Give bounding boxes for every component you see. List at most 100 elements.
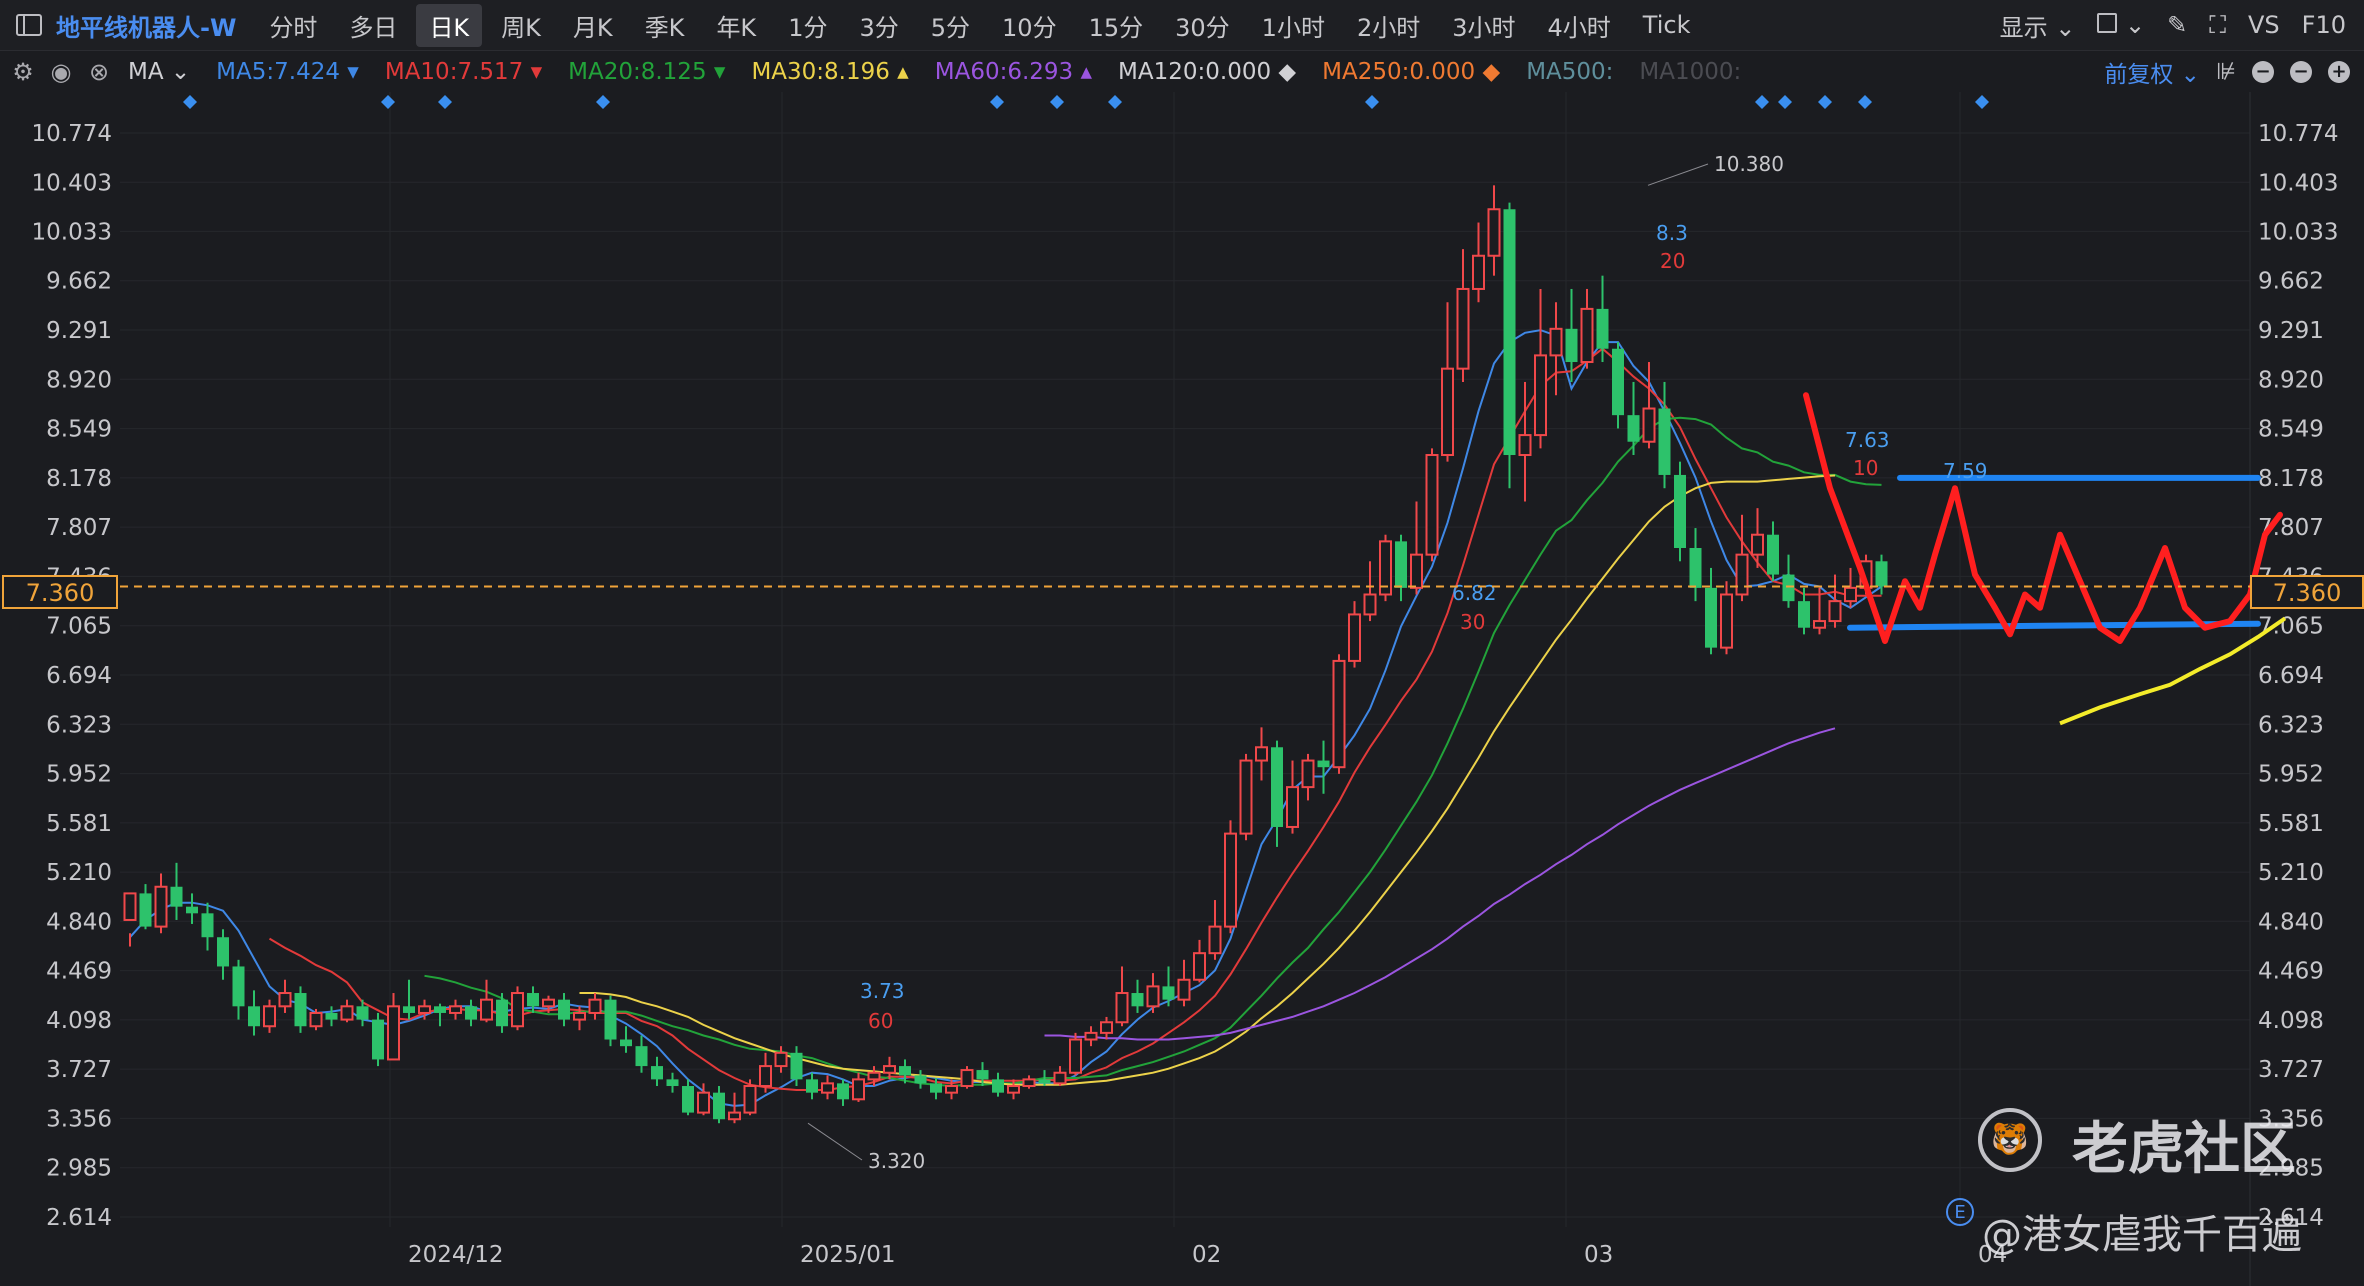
candle-body-87 xyxy=(1472,254,1485,290)
period-tab-9[interactable]: 5分 xyxy=(930,13,971,42)
fullscreen-icon[interactable]: ⛶ xyxy=(2209,11,2226,39)
period-tab-7[interactable]: 1分 xyxy=(788,13,828,42)
candle-body-22 xyxy=(465,1006,477,1020)
checkbox-icon xyxy=(2097,13,2118,33)
close-circle-icon[interactable]: ⊗ xyxy=(88,58,110,86)
period-tab-14[interactable]: 2小时 xyxy=(1356,13,1421,42)
period-tab-15[interactable]: 3小时 xyxy=(1452,13,1516,42)
candle-body-18 xyxy=(403,1006,415,1013)
event-marker-7 xyxy=(1365,95,1379,109)
candle-body-33 xyxy=(635,1046,648,1067)
candle-body-36 xyxy=(682,1086,694,1113)
y-tick-right-7: 8.178 xyxy=(2258,466,2324,492)
tiger-logo-icon: 🐯 xyxy=(1978,1108,2042,1172)
candle-body-40 xyxy=(743,1085,757,1114)
ma-extension-drawing xyxy=(2059,616,2287,726)
last-price-tag-left: 7.360 xyxy=(2,575,118,609)
period-tab-5[interactable]: 季K xyxy=(644,13,685,42)
candle-body-0 xyxy=(123,892,137,921)
ma-item-5[interactable]: MA120:0.000 ◆ xyxy=(1118,59,1297,85)
x-axis: 2024/12 2025/01 02 03 04 xyxy=(408,1242,2007,1268)
kline-chart[interactable]: 10.774 10.403 10.033 9.662 9.291 8.920 8.549 8.… xyxy=(0,92,2364,1286)
indicator-selector[interactable]: MA ⌄ xyxy=(128,59,191,85)
candle-body-65 xyxy=(1131,993,1144,1007)
ma-item-3[interactable]: MA30:8.196 ▴ xyxy=(751,59,909,85)
event-marker-0 xyxy=(183,95,197,109)
annotation-3: 60 xyxy=(868,1009,893,1033)
vs-button[interactable]: VS xyxy=(2248,11,2280,39)
candle-body-107 xyxy=(1782,574,1795,602)
ma-item-1[interactable]: MA10:7.517 ▾ xyxy=(384,59,543,85)
display-menu[interactable]: 显示 ⌄ xyxy=(1999,13,2076,42)
wave-drawing xyxy=(1803,392,2283,644)
y-tick-right-1: 10.403 xyxy=(2258,170,2338,196)
ma-item-6[interactable]: MA250:0.000 ◆ xyxy=(1322,59,1501,85)
y-tick-right-13: 5.952 xyxy=(2258,762,2324,788)
candle-body-93 xyxy=(1565,328,1578,363)
candle-body-55 xyxy=(976,1070,989,1080)
annotation-2: 3.73 xyxy=(860,979,905,1003)
candle-body-78 xyxy=(1332,659,1346,769)
y-tick-right-19: 3.727 xyxy=(2258,1057,2324,1083)
candle-body-92 xyxy=(1549,327,1563,357)
candle-body-24 xyxy=(496,999,508,1027)
period-tab-16[interactable]: 4小时 xyxy=(1547,13,1611,42)
ma-item-2[interactable]: MA20:8.125 ▾ xyxy=(568,59,726,85)
annotation-5: 20 xyxy=(1660,249,1685,273)
gear-icon[interactable]: ⚙ xyxy=(12,58,34,86)
candle-body-57 xyxy=(1007,1085,1020,1094)
watermark-brand: 老虎社区 xyxy=(2072,1117,2296,1182)
adjust-select[interactable]: 前复权 ⌄ xyxy=(2104,62,2200,88)
candle-body-108 xyxy=(1798,601,1810,628)
y-tick-right-0: 10.774 xyxy=(2258,121,2338,147)
period-tab-1[interactable]: 多日 xyxy=(349,13,398,42)
y-tick-left-8: 7.807 xyxy=(46,515,112,541)
sidebar-toggle-icon[interactable] xyxy=(16,14,42,36)
candle-body-27 xyxy=(542,998,555,1008)
y-tick-left-18: 4.098 xyxy=(46,1008,112,1034)
display-label: 显示 xyxy=(1999,13,2048,42)
candle-body-17 xyxy=(387,1005,400,1061)
plus-circle-icon[interactable]: + xyxy=(2328,61,2350,83)
period-tab-12[interactable]: 30分 xyxy=(1175,13,1230,42)
y-tick-left-15: 5.210 xyxy=(46,860,112,886)
annotation-4: 8.3 xyxy=(1656,221,1688,245)
period-tab-0[interactable]: 分时 xyxy=(269,13,318,42)
period-tab-4[interactable]: 月K xyxy=(572,13,613,42)
candle-body-77 xyxy=(1317,760,1330,768)
candle-body-45 xyxy=(821,1082,834,1094)
candle-body-58 xyxy=(1022,1078,1036,1088)
y-tick-left-16: 4.840 xyxy=(46,909,112,935)
ma-item-7[interactable]: MA500: xyxy=(1526,59,1614,85)
candle-body-56 xyxy=(992,1079,1004,1093)
period-tab-17[interactable]: Tick xyxy=(1642,11,1691,39)
adjust-controls: 前复权 ⌄ ⊯ − − + xyxy=(2104,52,2364,92)
ma-item-8[interactable]: MA1000: xyxy=(1639,59,1742,85)
candle-body-94 xyxy=(1580,307,1594,364)
minus-circle-icon-2[interactable]: − xyxy=(2290,61,2312,83)
ma-item-4[interactable]: MA60:6.293 ▴ xyxy=(934,59,1093,85)
watermark-user: @港女虐我千百遍 xyxy=(1982,1212,2302,1258)
period-tab-11[interactable]: 15分 xyxy=(1088,13,1144,42)
period-tab-6[interactable]: 年K xyxy=(716,13,757,42)
ma-item-0[interactable]: MA5:7.424 ▾ xyxy=(216,59,359,85)
dropdown-circle-icon[interactable]: ◉ xyxy=(50,58,72,86)
period-tab-3[interactable]: 周K xyxy=(501,13,541,42)
period-tab-13[interactable]: 1小时 xyxy=(1261,13,1325,42)
scale-icon[interactable]: ⊯ xyxy=(2215,59,2236,85)
y-tick-left-12: 6.323 xyxy=(46,712,112,738)
draw-tool-icon[interactable]: ✎ xyxy=(2167,11,2188,39)
checkbox-menu[interactable]: ⌄ xyxy=(2097,11,2145,39)
f10-button[interactable]: F10 xyxy=(2301,11,2346,39)
minus-circle-icon[interactable]: − xyxy=(2252,61,2274,83)
period-tab-2[interactable]: 日K xyxy=(416,3,483,47)
candle-body-100 xyxy=(1674,474,1686,549)
y-tick-right-3: 9.662 xyxy=(2258,269,2324,295)
candle-body-13 xyxy=(325,1012,338,1020)
period-tabs: 分时 多日 日K 周K 月K 季K 年K 1分 3分 5分 10分 15分 30分 1小时 2小时 3小时 4小… xyxy=(256,3,1703,47)
period-tab-10[interactable]: 10分 xyxy=(1002,13,1057,42)
period-tab-8[interactable]: 3分 xyxy=(859,13,899,42)
y-tick-left-17: 4.469 xyxy=(46,959,112,985)
y-tick-right-6: 8.549 xyxy=(2258,417,2324,443)
event-marker-5 xyxy=(1050,95,1064,109)
